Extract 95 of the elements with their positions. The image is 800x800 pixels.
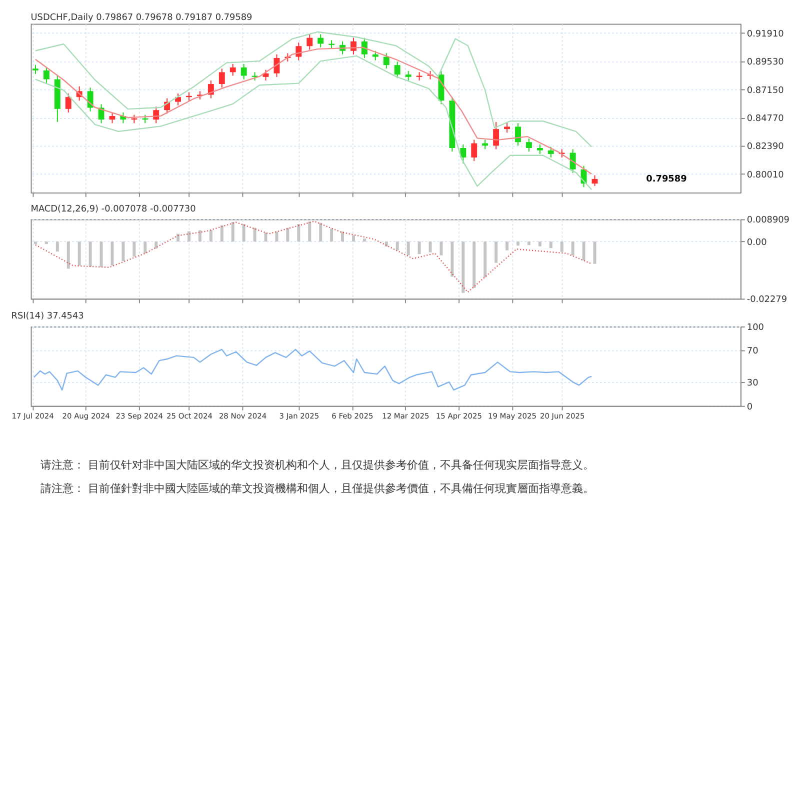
candlestick xyxy=(394,61,400,79)
chart-title: MACD(12,26,9) -0.007078 -0.007730 xyxy=(30,204,196,214)
line-series xyxy=(34,55,592,190)
bar xyxy=(253,228,256,242)
bar xyxy=(297,224,300,242)
candlestick xyxy=(405,70,412,81)
bar xyxy=(352,235,355,242)
bar xyxy=(56,242,59,252)
candlestick xyxy=(43,66,50,84)
y-tick-label: 30 xyxy=(746,378,759,389)
candlestick xyxy=(109,112,116,124)
line-series xyxy=(33,348,592,391)
bar xyxy=(440,242,443,256)
bar xyxy=(308,222,312,242)
candlestick xyxy=(493,121,500,150)
bar xyxy=(78,242,81,266)
text: 請注意： 目前僅針對非中國大陸區域的華文投資機構和個人，且僅提供參考價值，不具備任何現實層面指導意義。 xyxy=(40,482,594,496)
bar xyxy=(44,242,48,244)
bar xyxy=(242,224,246,242)
bar xyxy=(341,232,344,242)
chart-title: USDCHF,Daily 0.79867 0.79678 0.79187 0.79589 xyxy=(30,12,253,23)
bar xyxy=(462,242,465,293)
y-tick-label: 100 xyxy=(746,322,764,333)
bar xyxy=(100,242,103,267)
candlestick xyxy=(592,174,598,186)
y-tick-label: -0.02279 xyxy=(746,295,788,306)
bar xyxy=(286,228,290,242)
bar xyxy=(506,242,509,250)
text: 请注意： 目前仅针对非中国大陆区域的华文投资机构和个人，且仅提供参考价值，不具备任何现实层面指导意义。 xyxy=(40,458,594,472)
candlestick xyxy=(318,34,324,48)
candlestick xyxy=(175,93,182,106)
bar xyxy=(110,242,114,266)
bar xyxy=(538,242,542,246)
bar xyxy=(484,242,487,278)
bar xyxy=(198,230,202,242)
candlestick xyxy=(218,68,225,88)
line-series xyxy=(34,31,592,148)
candlestick xyxy=(548,146,554,158)
bar xyxy=(494,242,498,263)
candlestick xyxy=(515,122,521,146)
bar xyxy=(264,232,268,242)
candlestick xyxy=(536,144,543,154)
bar xyxy=(406,242,410,256)
bar xyxy=(319,222,322,242)
y-tick-label: 0 xyxy=(746,402,753,412)
bar xyxy=(122,242,125,262)
bar xyxy=(418,242,421,254)
bar xyxy=(560,242,564,252)
candlestick xyxy=(306,34,313,50)
y-tick-label: 0.91910 xyxy=(746,29,784,40)
y-tick-label: 0.87150 xyxy=(746,86,784,96)
bar xyxy=(450,242,454,277)
bar xyxy=(188,231,190,242)
bar xyxy=(275,232,278,242)
candlestick xyxy=(383,52,390,70)
candlestick xyxy=(65,93,72,113)
annotation: 0.79589 xyxy=(646,174,687,185)
bar xyxy=(34,242,37,244)
bar xyxy=(330,228,334,242)
y-tick-label: 70 xyxy=(746,346,759,357)
bar xyxy=(362,238,366,242)
bar xyxy=(571,242,574,256)
bar xyxy=(396,242,399,250)
bar xyxy=(154,242,158,249)
y-tick-label: 0.00 xyxy=(746,238,768,248)
line-series xyxy=(34,220,592,293)
bar xyxy=(176,234,180,242)
y-tick-label: 0.89530 xyxy=(746,58,784,68)
bar xyxy=(88,242,92,267)
candlestick xyxy=(570,148,576,174)
y-tick-label: 0.84770 xyxy=(746,114,784,124)
candlestick xyxy=(230,63,236,76)
bar xyxy=(527,242,530,246)
chart-title: RSI(14) 37.4543 xyxy=(11,312,84,322)
y-tick-label: 0.80010 xyxy=(746,170,784,180)
candlestick xyxy=(87,87,94,112)
candlestick xyxy=(296,42,302,61)
y-tick-label: 0.82390 xyxy=(746,142,784,152)
candlestick xyxy=(372,50,378,61)
bar xyxy=(66,242,70,269)
bar xyxy=(472,242,476,288)
bar xyxy=(549,242,552,248)
bar xyxy=(132,242,136,257)
bar xyxy=(144,242,147,254)
bar xyxy=(516,242,520,246)
bar xyxy=(582,242,586,260)
candlestick xyxy=(471,139,478,162)
bar xyxy=(231,222,234,242)
candlestick xyxy=(526,138,532,152)
candlestick xyxy=(460,144,466,164)
bar xyxy=(220,225,224,242)
bar xyxy=(209,230,212,242)
candlestick xyxy=(240,63,247,80)
candlestick xyxy=(361,37,368,58)
y-tick-label: 0.008909 xyxy=(746,216,790,226)
